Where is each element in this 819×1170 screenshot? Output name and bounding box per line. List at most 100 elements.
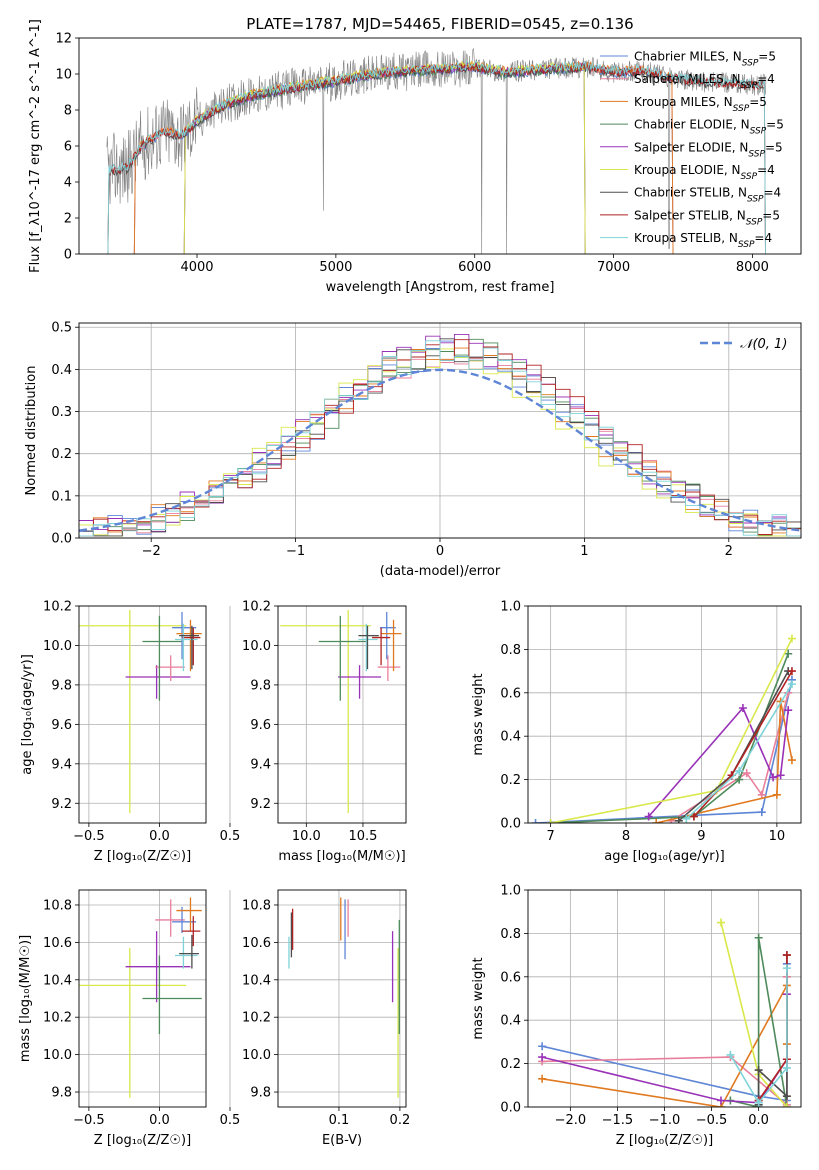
y-tick-label: 0.8 (500, 643, 521, 658)
x-tick-label: −2.0 (555, 1113, 587, 1128)
plot-area (79, 897, 202, 1098)
weight-line (729, 968, 788, 1105)
legend-entry: Salpeter MILES, NSSP=4 (634, 72, 775, 91)
error-bar-point (142, 955, 202, 1035)
legend-entry: 𝒩(0, 1) (740, 337, 787, 352)
y-tick-label: 0.2 (500, 773, 521, 788)
y-tick-label: 9.2 (250, 797, 271, 812)
y-tick-label: 0.0 (51, 532, 72, 547)
weight-marker (538, 1053, 547, 1062)
axes-frame (527, 605, 802, 824)
histogram-line (79, 340, 801, 537)
x-axis-label: age [log₁₀(age/yr)] (604, 849, 725, 864)
weight_vs_age-panel: 7 8 9 10 0.0 0.2 0.4 0.6 0.8 1.0 age [log₁₀(age/yr… (471, 600, 802, 864)
y-tick-label: 0.2 (500, 1057, 521, 1072)
weight-marker (769, 773, 778, 782)
x-tick-label: −0.5 (73, 1113, 105, 1128)
y-tick-label: 9.6 (51, 718, 72, 733)
y-tick-label: 2 (64, 212, 72, 227)
weight-marker (776, 771, 785, 780)
x-tick-label: −1.5 (602, 1113, 634, 1128)
mass_vs_z-panel: −0.5 0.0 0.5 9.8 10.0 10.2 10.4 10.6 10.8 Z [log₁… (18, 889, 240, 1148)
weight-marker (787, 680, 796, 689)
weight_vs_z-panel: −2.0 −1.5 −1.0 −0.5 0.0 0.0 0.2 0.4 0.6 0.8 1.0 Z [… (471, 884, 802, 1148)
y-tick-label: 0.5 (51, 321, 72, 336)
model-line (106, 60, 766, 254)
y-tick-label: 10.6 (242, 936, 271, 951)
y-tick-label: 9.2 (51, 797, 72, 812)
x-tick-label: 10.0 (292, 829, 321, 844)
y-tick-label: 0.0 (500, 817, 521, 832)
histogram-line (79, 348, 801, 537)
legend-entry: Chabrier STELIB, NSSP=4 (634, 186, 781, 205)
error-bar-point (176, 897, 202, 932)
x-tick-label: 6000 (458, 260, 491, 275)
y-axis-label: mass weight (471, 957, 486, 1039)
error-bar-point (142, 615, 183, 701)
y-tick-label: 10.0 (43, 1048, 72, 1063)
x-tick-label: −0.5 (696, 1113, 728, 1128)
x-tick-label: 1 (580, 544, 588, 559)
weight-marker (726, 1050, 735, 1059)
y-tick-label: 1.0 (500, 600, 521, 615)
x-tick-label: −2 (142, 544, 161, 559)
x-axis-label: Z [log₁₀(Z/Z☉)] (94, 1133, 191, 1148)
weight-marker (644, 812, 653, 821)
y-tick-label: 10.6 (43, 936, 72, 951)
age_vs_mass-panel: 10.0 10.5 9.2 9.4 9.6 9.8 10.0 10.2 mass [log₁₀(… (242, 600, 407, 864)
y-tick-label: 9.8 (250, 678, 271, 693)
weight-marker (716, 1096, 725, 1105)
y-tick-label: 10.2 (43, 1011, 72, 1026)
axes-frame (78, 37, 802, 255)
model-line (133, 63, 674, 254)
grid-lines (278, 890, 406, 1107)
weight-marker (787, 756, 796, 765)
axes-frame (78, 889, 207, 1108)
weight-marker (735, 775, 744, 784)
x-tick-label: 7 (546, 829, 554, 844)
model-line (183, 60, 586, 254)
weight-marker (787, 634, 796, 643)
grid-lines (79, 890, 231, 1107)
y-tick-label: 9.4 (250, 757, 271, 772)
y-tick-label: 0.0 (500, 1101, 521, 1116)
x-tick-label: 5000 (319, 260, 352, 275)
weight-marker (546, 819, 555, 823)
y-tick-label: 10.0 (43, 639, 72, 654)
weight-marker (754, 1066, 763, 1075)
model-line (106, 62, 766, 254)
y-tick-label: 10 (55, 68, 72, 83)
x-tick-label: 8 (622, 829, 630, 844)
x-tick-label: 9 (697, 829, 705, 844)
y-tick-label: 0.3 (51, 405, 72, 420)
x-tick-label: 0.0 (748, 1113, 769, 1128)
weight-marker (782, 964, 791, 973)
weight-marker (782, 1092, 791, 1101)
x-tick-label: 0.1 (329, 1113, 350, 1128)
weight-marker (682, 814, 691, 823)
legend: 𝒩(0, 1) (700, 337, 787, 352)
x-axis-label: (data-model)/error (380, 564, 501, 579)
y-tick-label: 9.4 (51, 757, 72, 772)
grid-lines (528, 605, 801, 824)
legend-entry: Salpeter ELODIE, NSSP=5 (634, 140, 783, 159)
y-tick-label: 6 (64, 140, 72, 155)
plot-area (280, 609, 402, 814)
legend: Chabrier MILES, NSSP=5 Salpeter MILES, NS… (600, 50, 784, 250)
y-tick-label: 10.8 (43, 898, 72, 913)
axes-frame (78, 605, 207, 824)
grid-lines (528, 889, 801, 1108)
mass_vs_ebv-panel: 0.1 0.2 9.8 10.0 10.2 10.4 10.6 10.8 E(B-V) (242, 889, 410, 1148)
axes-frame (277, 605, 407, 824)
weight-marker (738, 703, 747, 712)
legend-entry: Kroupa ELODIE, NSSP=4 (634, 163, 775, 182)
weight-line (678, 670, 789, 822)
axes-frame (78, 322, 802, 539)
y-tick-label: 9.6 (250, 718, 271, 733)
weight-line (670, 692, 789, 822)
x-tick-label: −1 (286, 544, 305, 559)
weight-marker (772, 790, 781, 799)
error-bar-point (338, 665, 382, 699)
y-tick-label: 12 (55, 32, 72, 47)
